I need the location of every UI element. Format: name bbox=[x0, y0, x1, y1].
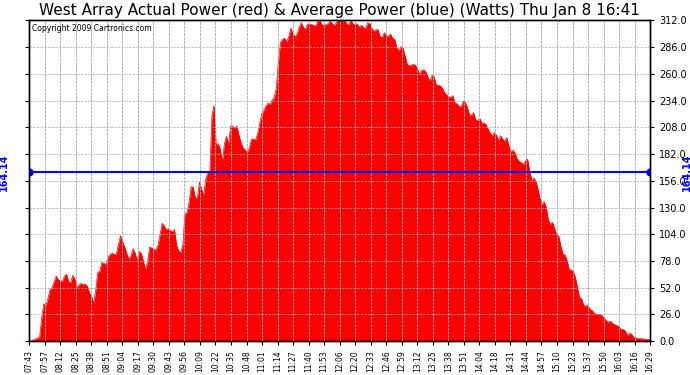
Text: 164.14: 164.14 bbox=[0, 154, 10, 191]
Text: Copyright 2009 Cartronics.com: Copyright 2009 Cartronics.com bbox=[32, 24, 152, 33]
Text: 164.14: 164.14 bbox=[682, 154, 690, 191]
Title: West Array Actual Power (red) & Average Power (blue) (Watts) Thu Jan 8 16:41: West Array Actual Power (red) & Average … bbox=[39, 3, 640, 18]
